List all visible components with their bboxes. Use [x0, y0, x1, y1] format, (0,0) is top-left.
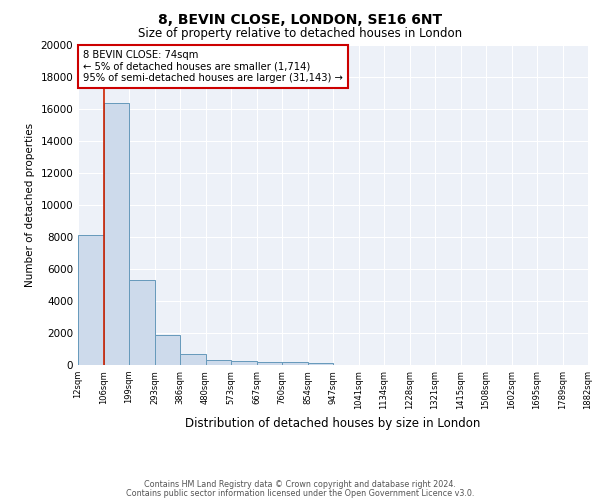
Text: Contains HM Land Registry data © Crown copyright and database right 2024.: Contains HM Land Registry data © Crown c… — [144, 480, 456, 489]
Bar — [180, 354, 205, 365]
Bar — [104, 102, 129, 365]
Y-axis label: Number of detached properties: Number of detached properties — [25, 123, 35, 287]
Bar — [282, 362, 308, 365]
Bar — [257, 362, 282, 365]
Bar — [78, 236, 104, 365]
Text: 8 BEVIN CLOSE: 74sqm
← 5% of detached houses are smaller (1,714)
95% of semi-det: 8 BEVIN CLOSE: 74sqm ← 5% of detached ho… — [83, 50, 343, 83]
Text: Contains public sector information licensed under the Open Government Licence v3: Contains public sector information licen… — [126, 488, 474, 498]
Bar — [155, 336, 180, 365]
Bar — [231, 362, 257, 365]
Bar — [205, 360, 231, 365]
X-axis label: Distribution of detached houses by size in London: Distribution of detached houses by size … — [185, 418, 481, 430]
Text: Size of property relative to detached houses in London: Size of property relative to detached ho… — [138, 28, 462, 40]
Bar — [129, 280, 155, 365]
Bar — [308, 363, 333, 365]
Text: 8, BEVIN CLOSE, LONDON, SE16 6NT: 8, BEVIN CLOSE, LONDON, SE16 6NT — [158, 12, 442, 26]
